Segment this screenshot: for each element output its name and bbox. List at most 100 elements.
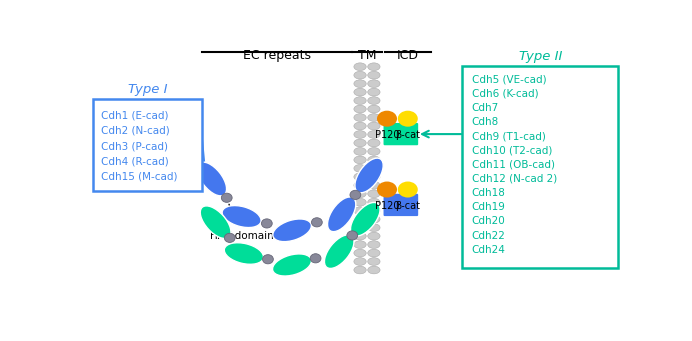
Text: Cdh15 (M-cad): Cdh15 (M-cad) xyxy=(100,172,177,182)
Text: Cdh2 (N-cad): Cdh2 (N-cad) xyxy=(100,125,170,136)
Ellipse shape xyxy=(367,80,380,88)
Ellipse shape xyxy=(355,158,383,193)
Ellipse shape xyxy=(367,131,380,138)
Ellipse shape xyxy=(222,206,261,227)
Ellipse shape xyxy=(354,105,366,113)
Ellipse shape xyxy=(311,218,322,227)
Text: Type II: Type II xyxy=(518,50,562,63)
Ellipse shape xyxy=(224,233,235,242)
Ellipse shape xyxy=(367,164,380,172)
Ellipse shape xyxy=(354,114,366,121)
Text: P120: P120 xyxy=(375,130,399,140)
Ellipse shape xyxy=(354,122,366,130)
Text: Cdh5 (VE-cad): Cdh5 (VE-cad) xyxy=(472,74,546,84)
Ellipse shape xyxy=(367,266,380,274)
Text: Cdh4 (R-cad): Cdh4 (R-cad) xyxy=(100,157,168,166)
Ellipse shape xyxy=(354,266,366,274)
Ellipse shape xyxy=(367,105,380,113)
Text: P120: P120 xyxy=(375,201,399,211)
Text: Cdh11 (OB-cad): Cdh11 (OB-cad) xyxy=(472,160,555,169)
Ellipse shape xyxy=(367,148,380,155)
Ellipse shape xyxy=(325,235,354,268)
Text: Cdh6 (K-cad): Cdh6 (K-cad) xyxy=(472,88,538,98)
Ellipse shape xyxy=(327,197,356,232)
Ellipse shape xyxy=(354,207,366,214)
Ellipse shape xyxy=(273,254,311,276)
Text: EC repeats: EC repeats xyxy=(243,49,311,62)
Text: Cdh8: Cdh8 xyxy=(472,117,499,127)
Ellipse shape xyxy=(354,198,366,206)
Ellipse shape xyxy=(354,131,366,138)
Ellipse shape xyxy=(197,162,226,196)
Ellipse shape xyxy=(354,224,366,232)
Ellipse shape xyxy=(367,258,380,265)
Text: Cdh1 (E-cad): Cdh1 (E-cad) xyxy=(100,110,168,120)
Ellipse shape xyxy=(354,63,366,71)
Ellipse shape xyxy=(367,224,380,232)
Text: Cdh24: Cdh24 xyxy=(472,245,506,255)
FancyBboxPatch shape xyxy=(93,100,202,191)
Ellipse shape xyxy=(367,232,380,240)
FancyBboxPatch shape xyxy=(383,123,418,145)
Text: ICD: ICD xyxy=(397,49,419,62)
Ellipse shape xyxy=(367,97,380,104)
Ellipse shape xyxy=(354,173,366,181)
Text: Cdh22: Cdh22 xyxy=(472,231,506,241)
Ellipse shape xyxy=(367,215,380,223)
Ellipse shape xyxy=(347,231,358,240)
Ellipse shape xyxy=(367,207,380,214)
Ellipse shape xyxy=(200,206,231,238)
Ellipse shape xyxy=(354,71,366,79)
Text: Cdh7: Cdh7 xyxy=(472,103,499,113)
Text: Cdh3 (P-cad): Cdh3 (P-cad) xyxy=(100,141,167,151)
Ellipse shape xyxy=(367,71,380,79)
Text: Cdh18: Cdh18 xyxy=(472,188,506,198)
Ellipse shape xyxy=(367,181,380,189)
Ellipse shape xyxy=(354,156,366,164)
Ellipse shape xyxy=(350,190,361,199)
Ellipse shape xyxy=(354,80,366,88)
Ellipse shape xyxy=(398,181,418,197)
Ellipse shape xyxy=(367,139,380,147)
Ellipse shape xyxy=(354,249,366,257)
Ellipse shape xyxy=(221,193,232,202)
Text: Cdh20: Cdh20 xyxy=(472,217,505,226)
Ellipse shape xyxy=(354,139,366,147)
Text: TM: TM xyxy=(358,49,376,62)
Ellipse shape xyxy=(354,88,366,96)
Ellipse shape xyxy=(377,111,397,127)
Ellipse shape xyxy=(367,173,380,181)
Ellipse shape xyxy=(367,190,380,198)
Ellipse shape xyxy=(354,97,366,104)
Ellipse shape xyxy=(398,111,418,127)
Text: Type I: Type I xyxy=(128,83,167,97)
Text: Cdh12 (N-cad 2): Cdh12 (N-cad 2) xyxy=(472,174,557,184)
Text: Cdh9 (T1-cad): Cdh9 (T1-cad) xyxy=(472,131,545,141)
Text: β-cat: β-cat xyxy=(395,201,420,211)
Ellipse shape xyxy=(354,215,366,223)
Ellipse shape xyxy=(354,241,366,249)
Ellipse shape xyxy=(367,63,380,71)
Text: Cdh10 (T2-cad): Cdh10 (T2-cad) xyxy=(472,145,552,155)
FancyBboxPatch shape xyxy=(383,194,418,216)
Text: HAV domain: HAV domain xyxy=(210,231,274,241)
Ellipse shape xyxy=(367,156,380,164)
Text: Cdh19: Cdh19 xyxy=(472,202,506,212)
Ellipse shape xyxy=(354,232,366,240)
Ellipse shape xyxy=(354,258,366,265)
Ellipse shape xyxy=(367,241,380,249)
Ellipse shape xyxy=(354,148,366,155)
Ellipse shape xyxy=(354,164,366,172)
Ellipse shape xyxy=(367,114,380,121)
Ellipse shape xyxy=(262,255,273,264)
Ellipse shape xyxy=(367,198,380,206)
Ellipse shape xyxy=(367,249,380,257)
Ellipse shape xyxy=(351,203,380,236)
Ellipse shape xyxy=(367,122,380,130)
Ellipse shape xyxy=(367,88,380,96)
Ellipse shape xyxy=(273,219,311,242)
Ellipse shape xyxy=(377,181,397,197)
Ellipse shape xyxy=(354,181,366,189)
Ellipse shape xyxy=(310,254,321,263)
Ellipse shape xyxy=(262,219,272,228)
